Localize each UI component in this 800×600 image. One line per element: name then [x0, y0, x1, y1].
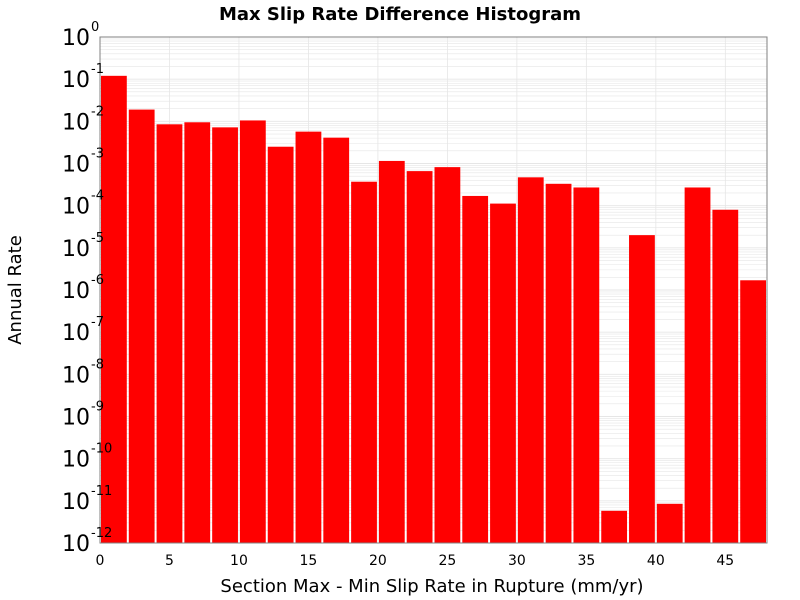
y-tick-label: 10-3 [62, 147, 104, 178]
bar [517, 177, 544, 543]
x-axis-label: Section Max - Min Slip Rate in Rupture (… [220, 576, 643, 597]
bar [462, 195, 489, 543]
bars [101, 75, 766, 544]
bar [490, 203, 516, 543]
plot-frame [99, 36, 768, 544]
y-tick-label: 100 [62, 20, 99, 51]
bar [212, 127, 238, 543]
y-axis-ticks: 100 10-1 10-2 10-3 10-4 10-5 10-6 10-7 10-8 10-9 1… [62, 20, 112, 557]
bar [378, 160, 405, 544]
bar [128, 109, 155, 543]
x-tick-label: 20 [369, 553, 387, 569]
bar [629, 235, 655, 544]
y-tick-label: 10-5 [62, 231, 104, 262]
bar [406, 171, 433, 543]
x-tick-label: 25 [438, 553, 456, 569]
y-tick-label: 10-10 [62, 442, 112, 473]
x-tick-label: 0 [96, 553, 105, 569]
y-tick-label: 10-11 [62, 484, 112, 515]
x-tick-label: 10 [230, 553, 248, 569]
grid-lines [99, 37, 767, 544]
x-tick-label: 5 [165, 553, 174, 569]
y-tick-label: 10-1 [62, 62, 104, 93]
x-tick-label: 40 [647, 553, 665, 569]
chart-title: Max Slip Rate Difference Histogram [219, 4, 581, 25]
x-tick-label: 15 [300, 553, 318, 569]
bar [323, 137, 350, 543]
bar [351, 181, 377, 543]
bar [267, 146, 294, 543]
y-tick-label: 10-7 [62, 315, 104, 346]
bar [101, 75, 127, 544]
bar [573, 187, 600, 544]
x-tick-label: 30 [508, 553, 526, 569]
bar [712, 209, 739, 543]
y-tick-label: 10-2 [62, 104, 104, 135]
y-tick-label: 10-8 [62, 357, 104, 388]
bar [156, 124, 183, 543]
y-tick-label: 10-4 [62, 189, 104, 220]
bar [239, 120, 266, 543]
plot-border [99, 36, 768, 544]
bar [184, 122, 211, 544]
bar [740, 280, 766, 543]
bar [601, 510, 628, 543]
y-axis-label: Annual Rate [5, 235, 26, 345]
y-tick-label: 10-12 [62, 526, 112, 557]
bar [684, 187, 711, 544]
bar [545, 183, 572, 543]
y-tick-label: 10-6 [62, 273, 104, 304]
bar [434, 167, 461, 543]
y-tick-label: 10-9 [62, 400, 104, 431]
bar [295, 131, 322, 544]
bar [656, 503, 683, 543]
x-tick-label: 35 [577, 553, 595, 569]
x-tick-label: 45 [716, 553, 734, 569]
x-axis-ticks: 0 5 10 15 20 25 30 35 40 45 [96, 553, 735, 569]
